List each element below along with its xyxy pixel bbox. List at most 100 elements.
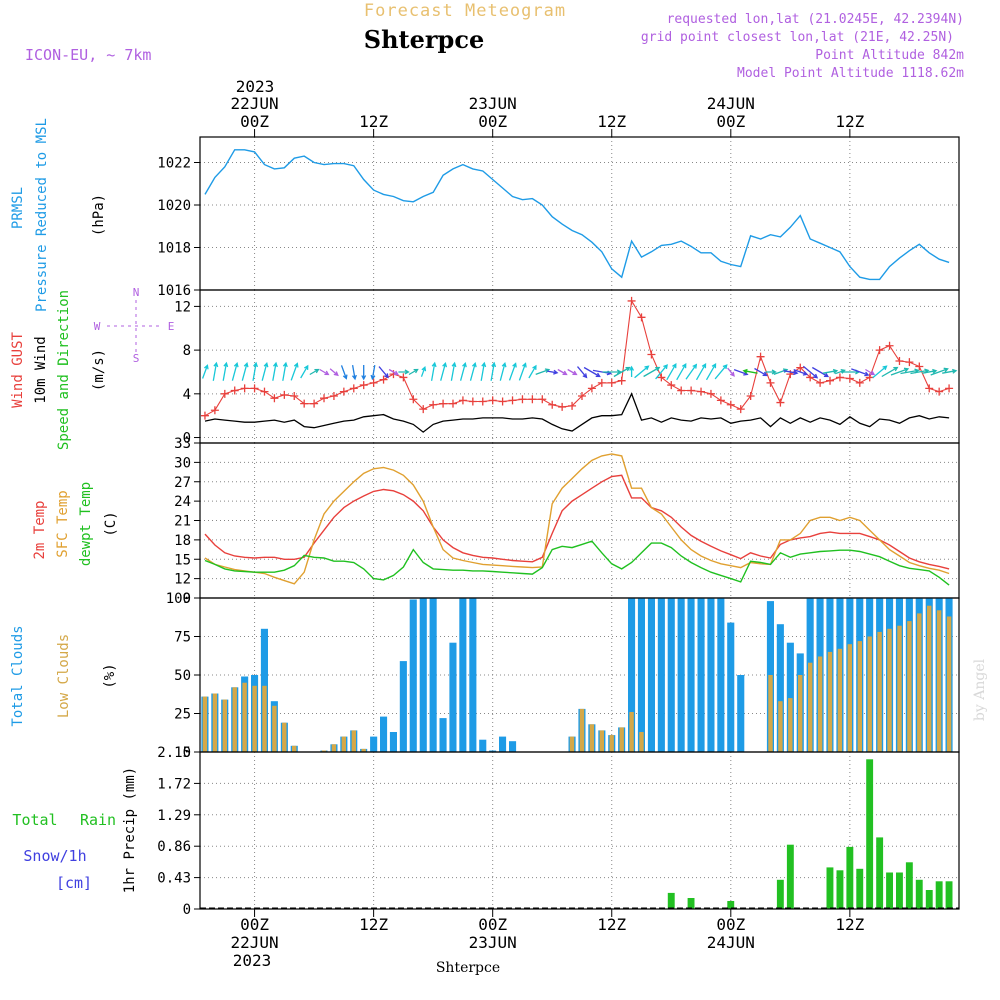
wind-direction-arrow (851, 368, 870, 377)
rain-bar (896, 872, 903, 909)
wind-direction-arrow (459, 361, 467, 381)
bottom-hour-label: 00Z (478, 915, 507, 934)
wind-direction-arrow (695, 363, 707, 381)
top-date-label: 22JUN (230, 94, 278, 113)
wind-direction-arrow (469, 361, 477, 381)
series-line-dewpt-temp (204, 540, 950, 586)
gust-marker (458, 396, 467, 405)
low-cloud-bar (619, 727, 624, 752)
footer-location: Shterpce (436, 960, 500, 976)
direction-label: Speed and Direction (56, 290, 72, 450)
wind-unit: (m/s) (91, 349, 107, 391)
gust-marker (597, 378, 606, 387)
low-cloud-bar (887, 628, 892, 752)
gust-marker (816, 378, 825, 387)
total-cloud-bar (419, 598, 427, 752)
low-cloud-bar (936, 610, 942, 752)
total-cloud-bar (459, 598, 467, 752)
precip-total-label: Total (12, 811, 57, 829)
wind-direction-arrow (613, 366, 631, 378)
wind-direction-arrow (547, 369, 559, 375)
rain-bar (905, 862, 913, 909)
gust-marker (449, 399, 457, 408)
gust-marker (439, 399, 448, 408)
total-cloud-bar (429, 598, 437, 752)
rain-bar (687, 898, 695, 909)
compass-w: W (94, 320, 101, 333)
gust-marker (677, 386, 686, 395)
wind-direction-arrow (577, 366, 588, 379)
gust-marker (320, 394, 329, 403)
series-line-sfc-temp (204, 453, 950, 585)
gust-marker (558, 402, 567, 411)
gust-marker (657, 373, 666, 382)
low-cloud-bar (867, 636, 872, 752)
wind-direction-arrow (398, 369, 410, 375)
wind-direction-arrow (378, 366, 389, 379)
total-cloud-bar (469, 598, 477, 752)
gust-marker (310, 399, 319, 408)
gust-marker (776, 398, 785, 407)
low-cloud-bar (331, 744, 337, 752)
gust-marker (577, 392, 586, 401)
credit-watermark: by Angel (972, 658, 988, 721)
bottom-hour-label: 12Z (597, 915, 626, 934)
gust-marker (429, 400, 438, 409)
gust-marker (806, 373, 815, 382)
rain-bar (667, 892, 675, 909)
low-cloud-bar (599, 730, 604, 752)
clouds-unit: (%) (102, 663, 118, 688)
gust-marker (925, 384, 934, 393)
y-tick-label: 27 (174, 475, 191, 491)
y-tick-label: 0 (183, 745, 191, 761)
low-cloud-bar (788, 698, 793, 752)
low-cloud-bar (798, 675, 803, 752)
low-cloud-bar (252, 685, 257, 752)
total-cloud-bar (380, 716, 388, 752)
gust-label: Wind GUST (10, 332, 26, 408)
bottom-date-label: 22JUN (230, 933, 278, 952)
wind-direction-arrow (557, 368, 568, 376)
y-tick-label: 1.72 (157, 776, 191, 792)
wind-direction-arrow (655, 364, 668, 380)
y-tick-label: 1020 (157, 198, 191, 214)
low-cloud-bar (897, 625, 902, 752)
wind-direction-arrow (241, 361, 249, 381)
wind-direction-arrow (480, 361, 487, 381)
y-tick-label: 0.86 (157, 839, 191, 855)
low-cloud-bar (827, 651, 833, 752)
wind-direction-arrow (634, 365, 650, 379)
rain-bar (945, 881, 953, 909)
gust-marker (935, 387, 944, 396)
gust-marker (518, 395, 527, 404)
low-cloud-bar (569, 736, 575, 752)
gust-marker (290, 392, 299, 401)
gust-marker (587, 384, 596, 393)
plot-layer: 1016101810201022048129121518212427303302… (157, 94, 960, 952)
wind-label: 10m Wind (33, 336, 49, 403)
gust-marker (756, 352, 765, 361)
wind-direction-arrow (490, 361, 497, 381)
bottom-year-label: 2023 (233, 951, 272, 970)
gust-marker (329, 392, 338, 401)
wind-direction-arrow (370, 364, 376, 381)
series-line-prmsl (204, 149, 950, 281)
wind-direction-arrow (765, 369, 777, 375)
panel-frame (199, 442, 960, 599)
total-cloud-bar (509, 741, 517, 752)
rain-bar (836, 870, 844, 909)
top-year-label: 2023 (236, 77, 275, 96)
low-cloud-bar (341, 736, 346, 752)
compass-rose: W E N S (94, 286, 175, 365)
gust-marker (280, 390, 289, 399)
low-cloud-bar (778, 701, 783, 752)
gust-marker (409, 395, 418, 404)
gust-marker (250, 384, 259, 393)
low-cloud-bar (639, 732, 644, 752)
low-cloud-bar (282, 722, 287, 752)
y-tick-label: 24 (174, 494, 191, 510)
bottom-hour-label: 00Z (240, 915, 269, 934)
low-cloud-bar (292, 745, 297, 752)
y-tick-label: 12 (174, 572, 191, 588)
gust-marker (339, 387, 348, 396)
